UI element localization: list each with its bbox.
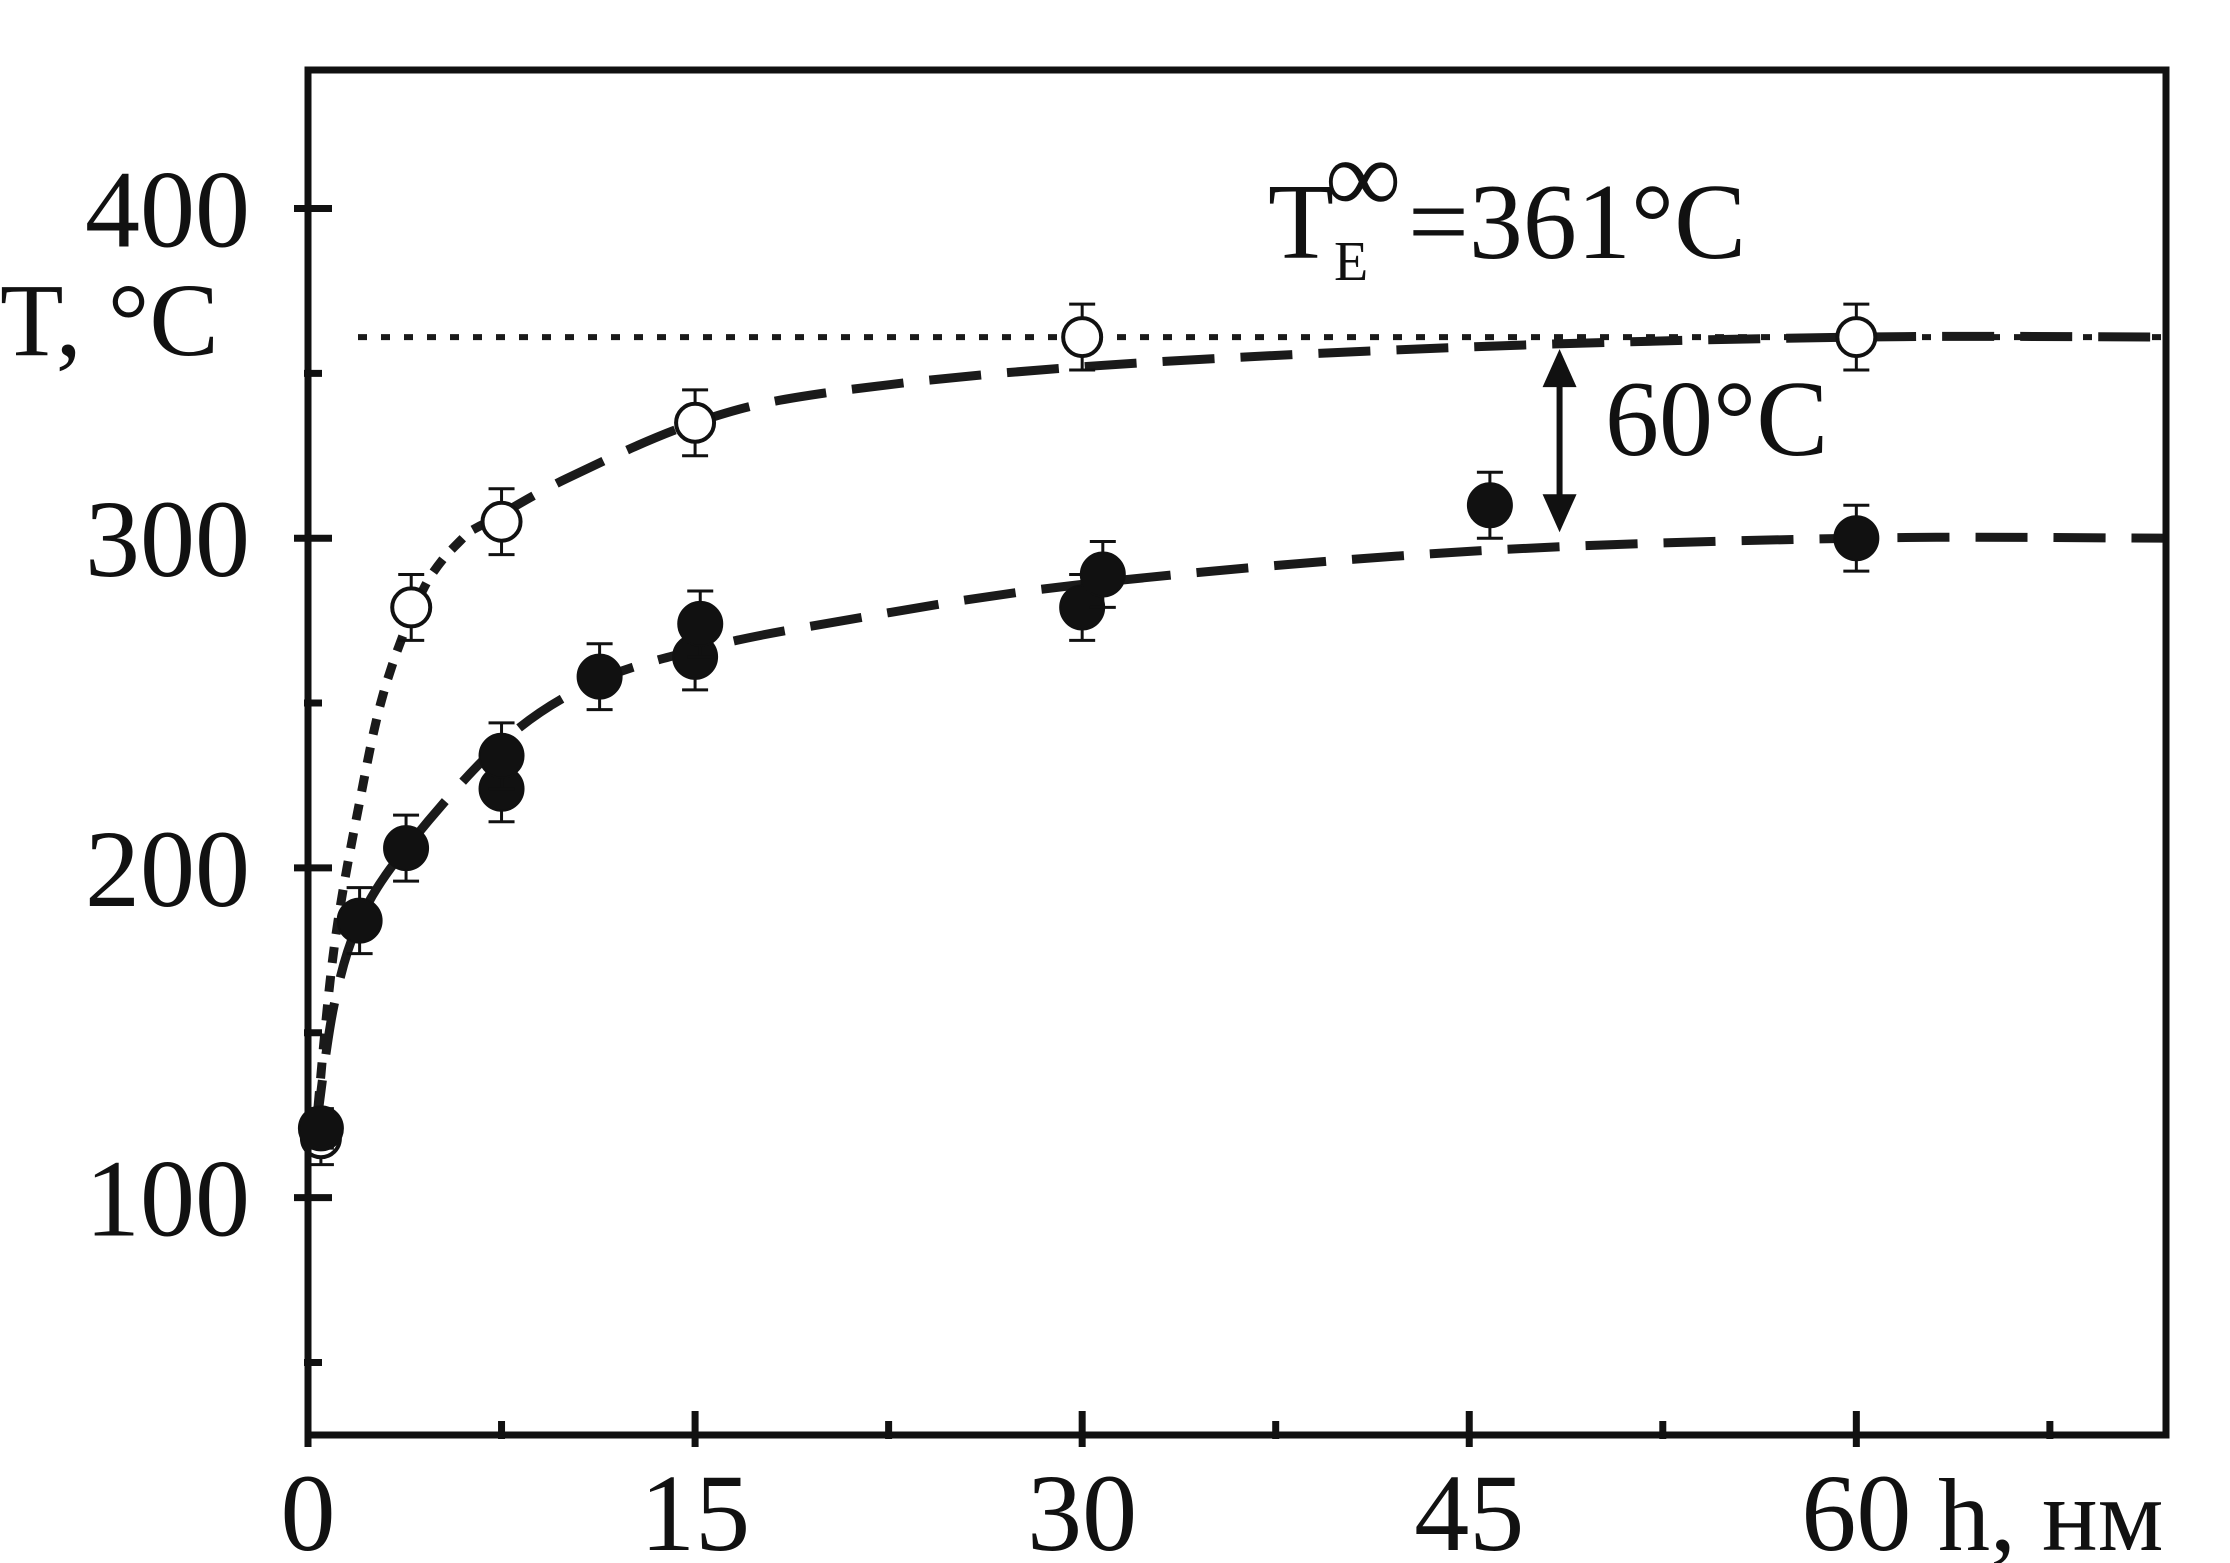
open-circle-marker — [1835, 316, 1878, 359]
fit-curve-1 — [486, 331, 2167, 526]
filled-data-point — [1466, 470, 1513, 540]
filled-circle-marker — [1079, 551, 1126, 598]
x-tick-label: 0 — [281, 1452, 336, 1563]
y-tick-label: 200 — [85, 808, 250, 930]
filled-circle-marker — [576, 653, 623, 700]
y-axis-label: T, °C — [0, 263, 219, 378]
filled-data-point — [1079, 539, 1126, 609]
x-tick-label: 60 — [1801, 1452, 1911, 1563]
open-data-point — [390, 572, 433, 642]
plot-frame — [304, 66, 2170, 1439]
open-data-point — [674, 388, 717, 458]
arrow-head-up-icon — [1542, 349, 1577, 388]
filled-data-point — [336, 886, 383, 956]
reference-label-superscript: ∞ — [1326, 120, 1400, 235]
filled-data-point — [383, 813, 430, 883]
x-tick-label: 45 — [1414, 1452, 1524, 1563]
y-tick-label: 400 — [85, 148, 250, 270]
difference-label: 60°C — [1605, 360, 1828, 479]
filled-circle-marker — [383, 825, 430, 872]
reference-label-symbol: T — [1268, 163, 1334, 282]
filled-circle-marker — [478, 732, 525, 779]
open-circle-marker — [390, 586, 433, 629]
arrow-head-down-icon — [1542, 494, 1577, 533]
open-circle-marker — [1061, 316, 1104, 359]
y-tick-label: 300 — [85, 478, 250, 600]
reference-label-value: =361°C — [1408, 163, 1746, 282]
data-points — [297, 302, 1880, 1167]
open-circle-marker — [674, 401, 717, 444]
filled-data-point — [1833, 503, 1880, 573]
filled-circle-marker — [677, 600, 724, 647]
x-tick-label: 15 — [640, 1452, 750, 1563]
filled-circle-marker — [336, 897, 383, 944]
open-data-point — [1835, 302, 1878, 372]
y-tick-label: 100 — [85, 1138, 250, 1260]
x-tick-label: 30 — [1027, 1452, 1137, 1563]
open-circle-marker — [480, 500, 523, 543]
axis-ticks: 100 200 300 400 0 15 30 45 60 — [85, 148, 2054, 1563]
filled-data-point — [677, 589, 724, 659]
filled-data-point — [478, 721, 525, 791]
filled-data-point — [576, 642, 623, 712]
filled-circle-marker — [1833, 515, 1880, 562]
fit-curve-3 — [311, 532, 2167, 1133]
filled-circle-marker — [1466, 482, 1513, 529]
fit-curve-2 — [310, 515, 495, 1137]
reference-label-subscript: E — [1334, 231, 1368, 293]
plot-frame-group — [304, 66, 2170, 1439]
fit-curves — [310, 331, 2167, 1137]
open-data-point — [480, 487, 523, 557]
x-axis-label: h, нм — [1938, 1458, 2163, 1563]
annotations: T, °C h, нм T E∞ =361°C 60°C — [0, 120, 2163, 1563]
open-data-point — [1061, 302, 1104, 372]
